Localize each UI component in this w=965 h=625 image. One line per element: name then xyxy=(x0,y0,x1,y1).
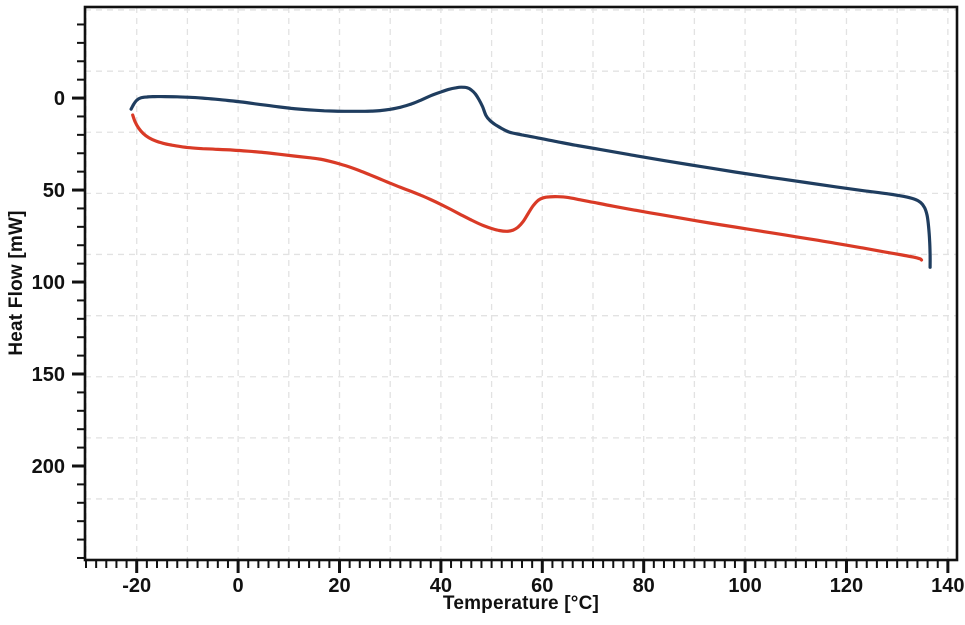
y-tick-label: 50 xyxy=(43,180,65,202)
y-tick-label: 200 xyxy=(32,456,65,478)
x-tick-label: 40 xyxy=(430,575,452,597)
x-tick-label: 60 xyxy=(531,575,553,597)
y-tick-label: 100 xyxy=(32,272,65,294)
heating-scan-curve xyxy=(131,113,924,262)
plot-frame xyxy=(83,5,959,562)
x-tick-label: -20 xyxy=(122,575,151,597)
cooling-scan-curve xyxy=(129,85,932,269)
x-tick-label: 0 xyxy=(233,575,244,597)
x-axis-title: Temperature [°C] xyxy=(442,593,600,614)
x-tick-label: 100 xyxy=(728,575,761,597)
x-tick-label: 20 xyxy=(328,575,350,597)
x-tick-label: 120 xyxy=(830,575,863,597)
x-tick-label: 140 xyxy=(931,575,964,597)
x-tick-label: 80 xyxy=(633,575,655,597)
y-tick-label: 0 xyxy=(54,88,65,110)
y-axis-title: Heat Flow [mW] xyxy=(6,210,27,356)
y-tick-label: 150 xyxy=(32,364,65,386)
